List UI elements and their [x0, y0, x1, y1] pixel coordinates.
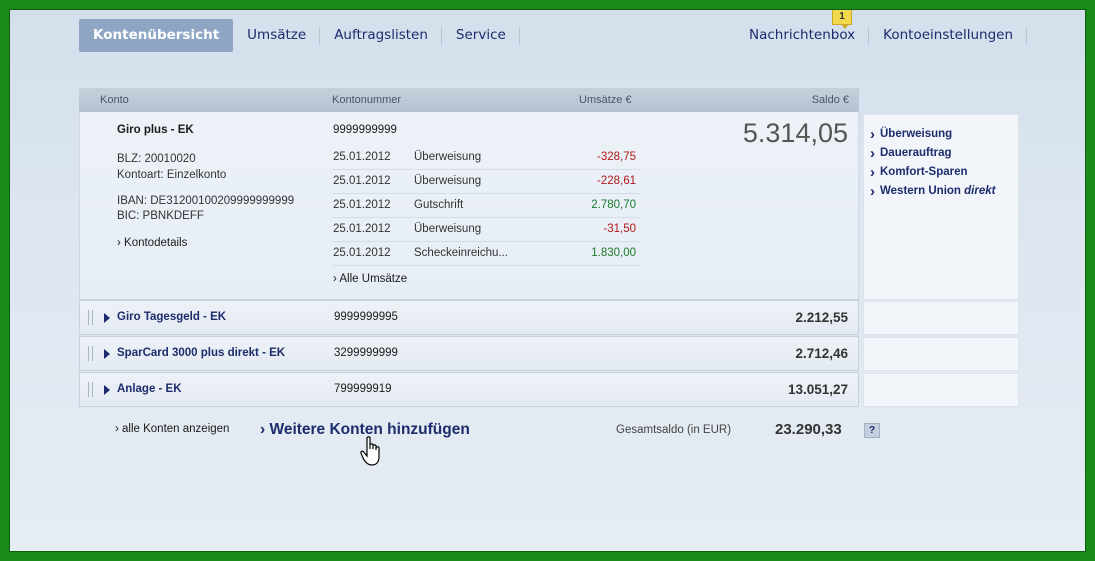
main-nav: Kontenübersicht Umsätze Auftragslisten S…	[79, 19, 520, 52]
western-union-label: Western Union	[880, 185, 961, 197]
tab-umsaetze[interactable]: Umsätze	[233, 19, 321, 52]
expand-arrow-icon[interactable]	[104, 385, 110, 395]
hand-cursor-icon	[360, 436, 380, 466]
action-western-union[interactable]: Western Union direkt	[870, 183, 996, 200]
tx-type: Gutschrift	[414, 199, 464, 211]
quick-actions-panel: Überweisung Dauerauftrag Komfort-Sparen …	[863, 114, 1019, 300]
blz-text: BLZ: 20010020	[117, 153, 196, 165]
banking-window: Kontenübersicht Umsätze Auftragslisten S…	[9, 9, 1086, 552]
action-dauerauftrag[interactable]: Dauerauftrag	[870, 145, 952, 162]
secondary-nav: Nachrichtenbox Kontoeinstellungen	[735, 19, 1027, 52]
tx-amount: 1.830,00	[591, 247, 636, 259]
account-balance: 13.051,27	[787, 382, 848, 397]
account-row-giro-tagesgeld[interactable]: Giro Tagesgeld - EK 9999999995 2.212,55	[79, 300, 859, 335]
total-balance-label: Gesamtsaldo (in EUR)	[616, 424, 732, 436]
iban-text: IBAN: DE31200100209999999999	[117, 195, 295, 207]
alle-umsaetze-link[interactable]: › Alle Umsätze	[333, 273, 408, 285]
tx-amount: -31,50	[603, 223, 636, 235]
side-panel-empty	[863, 373, 1019, 407]
message-count-badge: 1	[832, 10, 852, 29]
tab-kontoeinstellungen[interactable]: Kontoeinstellungen	[869, 19, 1027, 52]
drag-handle-icon[interactable]	[88, 346, 93, 361]
col-saldo: Saldo €	[811, 94, 849, 106]
tab-kontenuebersicht[interactable]: Kontenübersicht	[79, 19, 234, 52]
account-number: 799999919	[334, 383, 392, 395]
tx-type: Überweisung	[414, 223, 482, 235]
transaction-row[interactable]: 25.01.2012 Überweisung -328,75	[333, 146, 640, 170]
expand-arrow-icon[interactable]	[104, 313, 110, 323]
account-name: Giro Tagesgeld - EK	[117, 311, 227, 323]
tx-amount: 2.780,70	[591, 199, 636, 211]
side-panel-empty	[863, 301, 1019, 335]
account-balance: 2.212,55	[795, 310, 848, 325]
drag-handle-icon[interactable]	[88, 310, 93, 325]
transaction-row[interactable]: 25.01.2012 Überweisung -228,61	[333, 170, 640, 194]
tx-type: Überweisung	[414, 151, 482, 163]
tx-date: 25.01.2012	[333, 247, 391, 259]
tx-type: Scheckeinreichu...	[414, 247, 508, 259]
tx-date: 25.01.2012	[333, 199, 391, 211]
transaction-row[interactable]: 25.01.2012 Gutschrift 2.780,70	[333, 194, 640, 218]
expand-arrow-icon[interactable]	[104, 349, 110, 359]
account-number: 9999999995	[334, 311, 398, 323]
account-row-anlage[interactable]: Anlage - EK 799999919 13.051,27	[79, 372, 859, 407]
account-balance: 2.712,46	[795, 346, 848, 361]
account-number: 3299999999	[334, 347, 398, 359]
col-konto: Konto	[100, 94, 129, 106]
tx-date: 25.01.2012	[333, 175, 391, 187]
western-union-direkt: direkt	[964, 185, 996, 197]
account-number: 9999999999	[333, 124, 397, 136]
col-umsaetze: Umsätze €	[579, 94, 632, 106]
help-icon[interactable]: ?	[864, 423, 880, 438]
col-kontonummer: Kontonummer	[332, 94, 402, 106]
account-name: Anlage - EK	[117, 383, 182, 395]
kontoart-text: Kontoart: Einzelkonto	[117, 169, 227, 181]
transaction-row[interactable]: 25.01.2012 Scheckeinreichu... 1.830,00	[333, 242, 640, 266]
bic-text: BIC: PBNKDEFF	[117, 210, 204, 222]
expanded-account-row: Giro plus - EK 9999999999 5.314,05 BLZ: …	[79, 112, 859, 300]
tab-auftragslisten[interactable]: Auftragslisten	[320, 19, 442, 52]
side-panel-empty	[863, 337, 1019, 371]
tx-date: 25.01.2012	[333, 151, 391, 163]
accounts-table-header: Konto Kontonummer Umsätze € Saldo €	[79, 88, 859, 112]
tab-service[interactable]: Service	[442, 19, 520, 52]
tx-amount: -228,61	[596, 175, 636, 187]
transaction-row[interactable]: 25.01.2012 Überweisung -31,50	[333, 218, 640, 242]
kontodetails-link[interactable]: › Kontodetails	[117, 237, 188, 249]
tx-type: Überweisung	[414, 175, 482, 187]
action-ueberweisung[interactable]: Überweisung	[870, 126, 952, 143]
account-name: SparCard 3000 plus direkt - EK	[117, 347, 286, 359]
show-all-accounts-link[interactable]: › alle Konten anzeigen	[115, 423, 230, 435]
drag-handle-icon[interactable]	[88, 382, 93, 397]
add-accounts-link[interactable]: › Weitere Konten hinzufügen	[260, 421, 470, 438]
tx-amount: -328,75	[596, 151, 636, 163]
tab-nachrichtenbox[interactable]: Nachrichtenbox	[735, 19, 870, 52]
account-row-sparcard[interactable]: SparCard 3000 plus direkt - EK 329999999…	[79, 336, 859, 371]
action-komfort-sparen[interactable]: Komfort-Sparen	[870, 164, 967, 181]
tx-date: 25.01.2012	[333, 223, 391, 235]
account-balance: 5.314,05	[742, 118, 848, 148]
total-balance-value: 23.290,33	[775, 421, 842, 438]
account-name: Giro plus - EK	[117, 124, 194, 136]
